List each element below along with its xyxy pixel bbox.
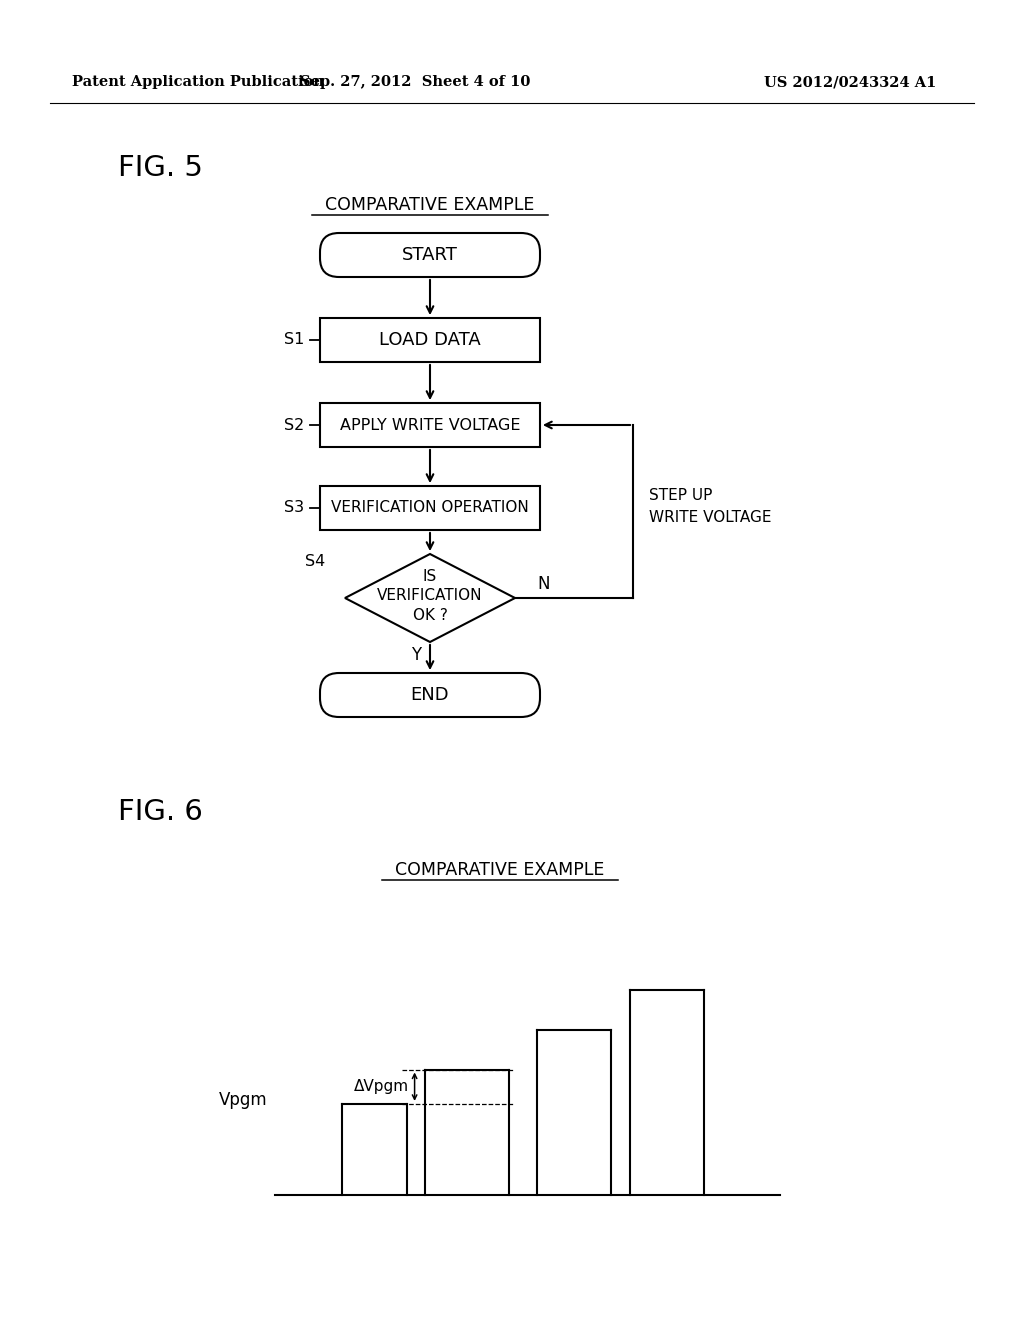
Text: LOAD DATA: LOAD DATA	[379, 331, 481, 348]
Text: ΔVpgm: ΔVpgm	[353, 1080, 409, 1094]
Text: FIG. 6: FIG. 6	[118, 799, 203, 826]
Polygon shape	[345, 554, 515, 642]
Text: N: N	[537, 576, 550, 593]
Text: S3: S3	[284, 500, 304, 516]
Bar	[319, 318, 540, 362]
Text: APPLY WRITE VOLTAGE: APPLY WRITE VOLTAGE	[340, 417, 520, 433]
Bar	[319, 403, 540, 447]
Text: END: END	[411, 686, 450, 704]
Text: Vpgm: Vpgm	[219, 1092, 267, 1109]
Text: FIG. 5: FIG. 5	[118, 154, 203, 182]
Text: Patent Application Publication: Patent Application Publication	[72, 75, 324, 88]
Text: S4: S4	[305, 554, 325, 569]
FancyBboxPatch shape	[319, 673, 540, 717]
Bar	[319, 486, 540, 531]
Text: Sep. 27, 2012  Sheet 4 of 10: Sep. 27, 2012 Sheet 4 of 10	[300, 75, 530, 88]
Text: IS
VERIFICATION
OK ?: IS VERIFICATION OK ?	[377, 569, 482, 623]
Text: US 2012/0243324 A1: US 2012/0243324 A1	[764, 75, 936, 88]
Text: VERIFICATION OPERATION: VERIFICATION OPERATION	[331, 500, 528, 516]
Text: S2: S2	[284, 417, 304, 433]
Text: COMPARATIVE EXAMPLE: COMPARATIVE EXAMPLE	[326, 195, 535, 214]
Text: STEP UP
WRITE VOLTAGE: STEP UP WRITE VOLTAGE	[649, 488, 771, 524]
Text: COMPARATIVE EXAMPLE: COMPARATIVE EXAMPLE	[395, 861, 605, 879]
Text: S1: S1	[284, 333, 304, 347]
Text: START: START	[402, 246, 458, 264]
Text: Y: Y	[411, 645, 421, 664]
FancyBboxPatch shape	[319, 234, 540, 277]
